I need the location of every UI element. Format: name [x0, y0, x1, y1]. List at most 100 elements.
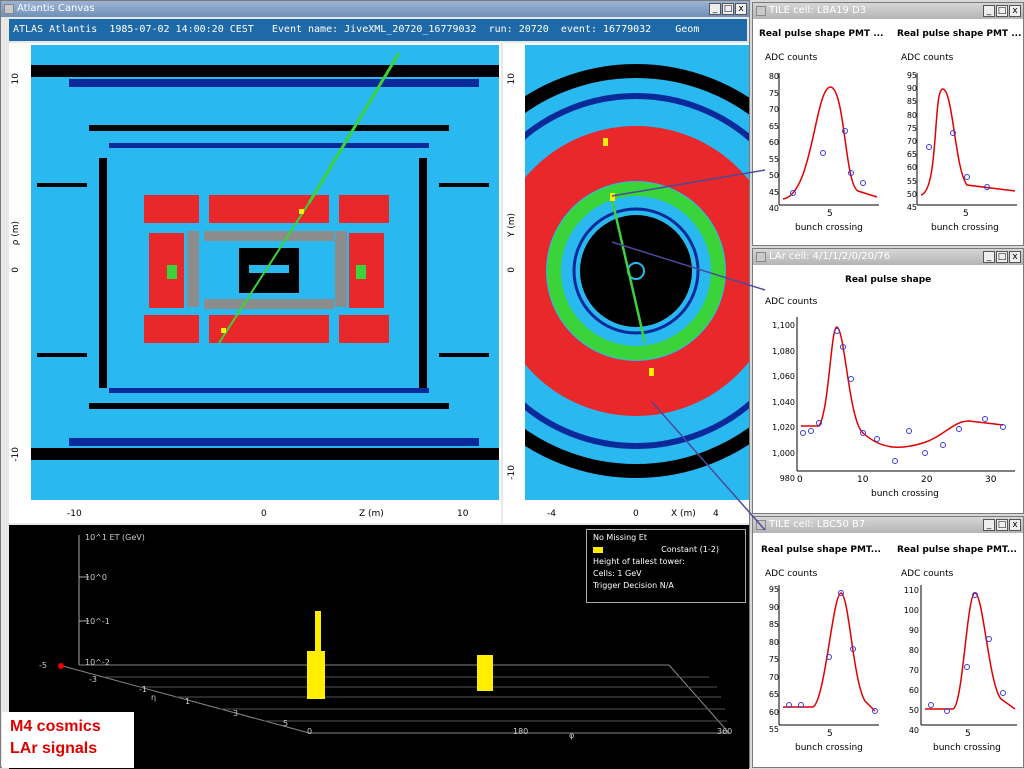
maximize-button[interactable]: □ [722, 3, 734, 15]
ytick: 85 [768, 620, 779, 629]
ytick: 55 [768, 154, 779, 164]
tile2-plot2-xlabel: bunch crossing [933, 743, 1001, 753]
ytick: 100 [903, 606, 919, 615]
ytick: 65 [906, 150, 917, 160]
ytick: 90 [768, 602, 779, 612]
lego-eta-tick-m3: -3 [89, 675, 97, 684]
tile1-plot2-ylabel: ADC counts [901, 53, 954, 63]
ytick: 50 [908, 706, 919, 715]
tile2-plot2-title: Real pulse shape PMT... [897, 545, 1017, 555]
ytick: 40 [768, 204, 779, 213]
ytick: 65 [768, 690, 779, 699]
tile1-plot1-xtick: 5 [827, 209, 833, 219]
ytick: 60 [768, 707, 779, 717]
atlantis-canvas-window: Atlantis Canvas _ □ x ATLAS Atlantis 198… [0, 0, 750, 769]
lar-xtick-30: 30 [985, 475, 997, 485]
ytick: 1,060 [772, 372, 795, 381]
legend-cells: Cells: 1 GeV [593, 569, 642, 578]
close-button[interactable]: x [1009, 519, 1021, 531]
ytick: 1,100 [772, 321, 795, 330]
tile1-titlebar[interactable]: TILE cell: LBA19 D3 _ □ x [753, 3, 1023, 19]
ytick: 1,040 [772, 397, 795, 407]
legend-swatch [593, 547, 603, 553]
lego-eta-tick-5: 5 [283, 719, 289, 728]
close-button[interactable]: x [1009, 5, 1021, 17]
tile2-title: TILE cell: LBC50 B7 [769, 519, 866, 530]
lego-eta-tick-1: 1 [185, 697, 191, 706]
lar-xtick-20: 20 [921, 475, 933, 485]
maximize-button[interactable]: □ [996, 519, 1008, 531]
event-status-line: ATLAS Atlantis 1985-07-02 14:00:20 CEST … [9, 19, 747, 41]
ytick: 75 [906, 123, 917, 133]
xy-view-panel[interactable]: -4 0 X (m) 4 10 Y (m) 0 -10 [503, 43, 749, 523]
lego-eta-tick-m1: -1 [139, 685, 147, 694]
lego-phi-tick-0: 0 [307, 727, 313, 736]
close-button[interactable]: x [735, 3, 747, 15]
ytick: 85 [906, 97, 917, 107]
legend-constant-label: Constant (1-2) [661, 545, 719, 554]
ytick: 70 [768, 105, 779, 114]
window-app-icon [756, 520, 766, 530]
ytick: 45 [768, 187, 779, 197]
legend-tower-height: Height of tallest tower: [593, 557, 685, 566]
lego-y-tick-1: 10^1 ET (GeV) [85, 533, 145, 542]
xy-y-axis-label: Y (m) [507, 213, 517, 238]
rz-x-tick-0: 0 [261, 509, 267, 519]
xy-y-tick-0: 0 [507, 267, 517, 273]
ytick: 80 [906, 110, 917, 120]
lar-xtick-10: 10 [857, 475, 869, 485]
xy-x-tick-neg4: -4 [547, 509, 556, 519]
ytick: 70 [908, 666, 919, 675]
window-title: Atlantis Canvas [17, 3, 95, 14]
ytick: 90 [906, 84, 917, 94]
lego-y-tick-m2: 10^-2 [85, 658, 110, 667]
ytick: 55 [768, 725, 779, 734]
atlantis-titlebar[interactable]: Atlantis Canvas _ □ x [1, 1, 749, 17]
rz-y-tick-neg10: -10 [11, 447, 21, 462]
ytick: 75 [768, 88, 779, 98]
rz-view-drawing [9, 43, 501, 523]
lar-cell-window: LAr cell: 4/1/1/2/0/20/76 _ □ x Real pulse… [752, 248, 1024, 514]
xy-view-drawing [503, 43, 749, 523]
tile2-plots [778, 585, 1017, 726]
legend-trigger: Trigger Decision N/A [593, 581, 674, 590]
lar-yticks: 1,100 1,080 1,060 1,040 1,020 1,000 980 [755, 313, 795, 492]
close-button[interactable]: x [1009, 251, 1021, 263]
tile2-titlebar[interactable]: TILE cell: LBC50 B7 _ □ x [753, 517, 1023, 533]
tile1-plot1-title: Real pulse shape PMT ... [759, 29, 884, 39]
maximize-button[interactable]: □ [996, 5, 1008, 17]
tile2-plot1-xtick: 5 [827, 729, 833, 739]
ytick: 50 [768, 171, 779, 180]
xy-y-tick-neg10: -10 [507, 465, 517, 480]
lar-ylabel: ADC counts [765, 297, 818, 307]
lego-plot-drawing [58, 535, 730, 734]
xy-y-tick-10: 10 [507, 73, 517, 85]
minimize-button[interactable]: _ [983, 251, 995, 263]
ytick: 75 [768, 655, 779, 664]
xy-x-axis-label: X (m) [671, 509, 696, 519]
ytick: 90 [908, 626, 919, 635]
minimize-button[interactable]: _ [983, 519, 995, 531]
rz-y-tick-10: 10 [11, 73, 21, 85]
lego-legend: No Missing Et Constant (1-2) Height of t… [586, 529, 746, 603]
minimize-button[interactable]: _ [709, 3, 721, 15]
maximize-button[interactable]: □ [996, 251, 1008, 263]
ytick: 1,080 [772, 346, 795, 356]
ytick: 1,020 [772, 423, 795, 432]
rz-x-tick-neg10: -10 [67, 509, 82, 519]
ytick: 65 [768, 121, 779, 131]
tile1-plot1-xlabel: bunch crossing [795, 223, 863, 233]
tile1-title: TILE cell: LBA19 D3 [769, 5, 867, 16]
rz-view-panel[interactable]: -10 0 Z (m) 10 10 ρ (m) 0 -10 [9, 43, 501, 523]
tile2-plot2-ylabel: ADC counts [901, 569, 954, 579]
minimize-button[interactable]: _ [983, 5, 995, 17]
legend-missing-et: No Missing Et [593, 533, 647, 542]
ytick: 60 [768, 138, 779, 147]
tile1-plot2-xlabel: bunch crossing [931, 223, 999, 233]
ytick: 45 [906, 203, 917, 213]
ytick: 80 [768, 637, 779, 647]
ytick: 80 [908, 646, 919, 655]
lego-y-tick-0: 10^0 [85, 573, 107, 582]
lar-titlebar[interactable]: LAr cell: 4/1/1/2/0/20/76 _ □ x [753, 249, 1023, 265]
window-app-icon [756, 6, 766, 16]
